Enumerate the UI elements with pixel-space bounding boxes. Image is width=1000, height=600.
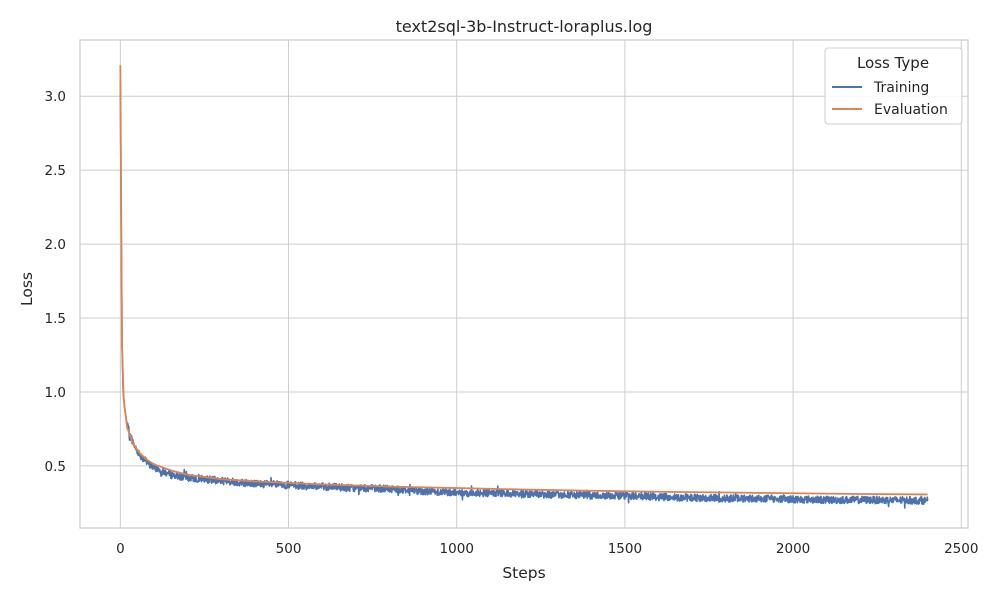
y-axis-label: Loss bbox=[18, 272, 36, 306]
chart-title: text2sql-3b-Instruct-loraplus.log bbox=[396, 17, 653, 36]
x-tick-label: 1000 bbox=[440, 541, 474, 557]
y-tick-label: 2.0 bbox=[45, 237, 66, 253]
y-tick-label: 0.5 bbox=[45, 459, 66, 475]
legend: Loss Type Training Evaluation bbox=[824, 47, 963, 125]
y-tick-label: 1.5 bbox=[45, 311, 66, 327]
legend-title: Loss Type bbox=[857, 54, 929, 72]
x-tick-label: 2000 bbox=[776, 541, 810, 557]
y-tick-label: 1.0 bbox=[45, 385, 66, 401]
series-lines bbox=[119, 65, 929, 509]
y-tick-label: 2.5 bbox=[45, 163, 66, 179]
y-ticks: 0.5 1.0 1.5 2.0 2.5 3.0 bbox=[45, 89, 66, 475]
y-tick-label: 3.0 bbox=[45, 89, 66, 105]
x-tick-label: 0 bbox=[116, 541, 125, 557]
legend-label-training: Training bbox=[873, 80, 929, 96]
x-tick-label: 1500 bbox=[608, 541, 642, 557]
series-line-training bbox=[119, 81, 929, 509]
x-ticks: 0 500 1000 1500 2000 2500 bbox=[116, 541, 978, 557]
series-line-evaluation bbox=[119, 65, 928, 496]
legend-label-evaluation: Evaluation bbox=[874, 102, 948, 118]
plot-frame bbox=[79, 39, 969, 529]
x-tick-label: 500 bbox=[276, 541, 302, 557]
x-axis-label: Steps bbox=[502, 564, 545, 582]
legend-box bbox=[824, 47, 963, 125]
x-tick-label: 2500 bbox=[944, 541, 978, 557]
